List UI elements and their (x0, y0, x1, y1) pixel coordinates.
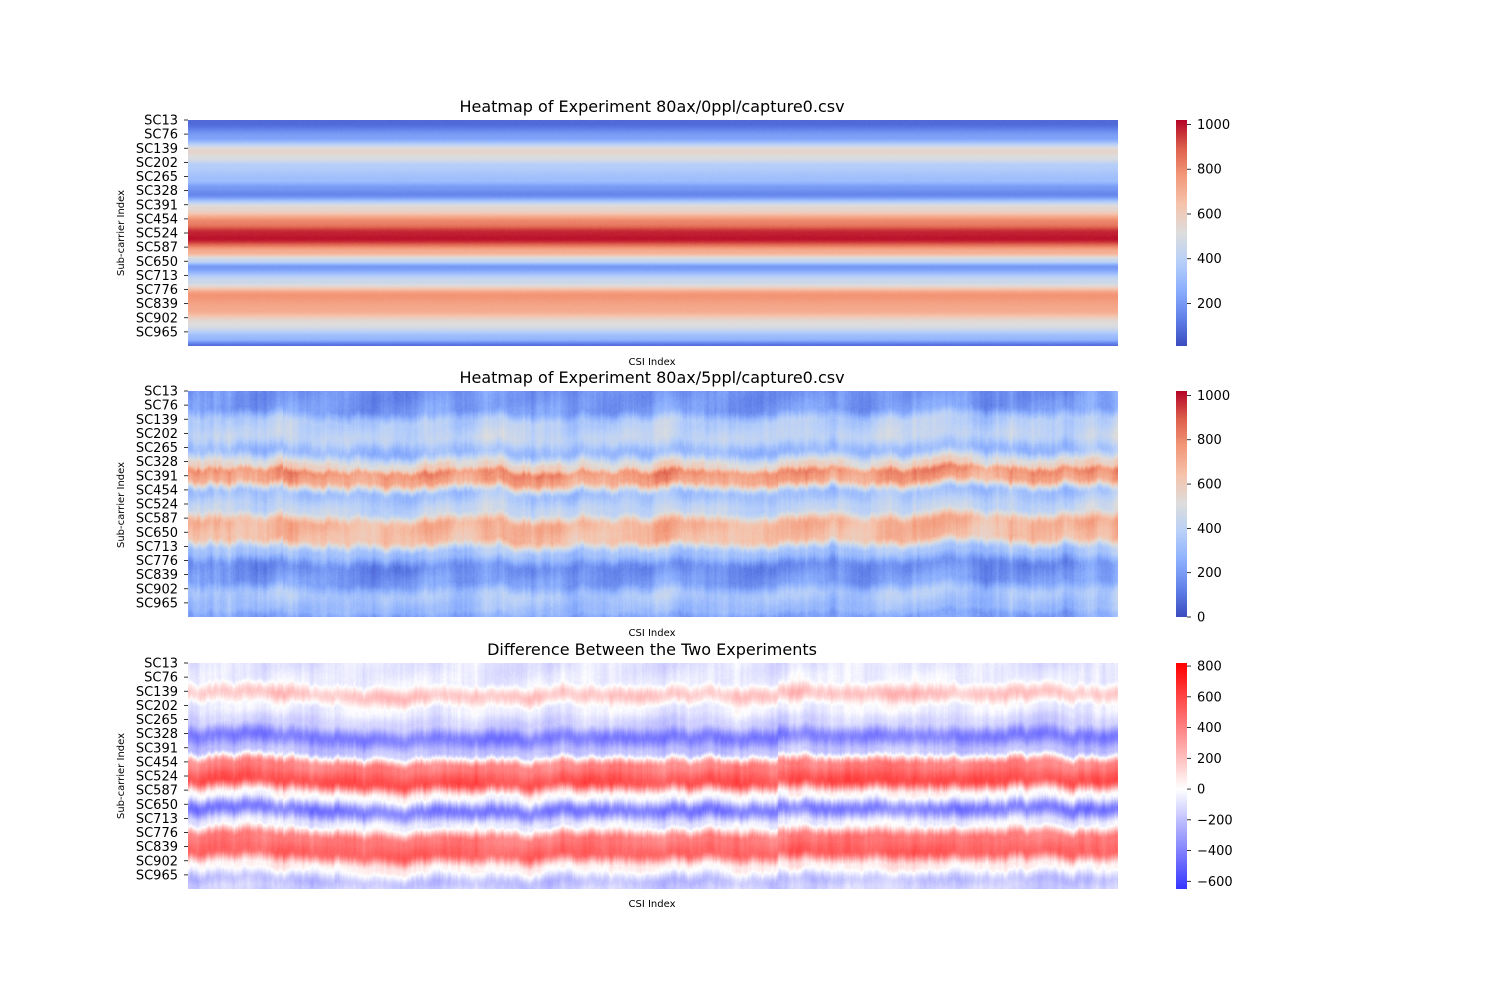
panel-2-colorbar (1176, 391, 1187, 617)
y-tick-label: SC839 (136, 568, 178, 583)
y-tick-label: SC328 (136, 184, 178, 199)
y-tick-label: SC454 (136, 755, 178, 770)
panel-1-xlabel: CSI Index (629, 357, 676, 368)
colorbar-tick-label: 200 (1197, 752, 1222, 767)
y-tick-label: SC328 (136, 455, 178, 470)
colorbar-tick-label: 800 (1197, 433, 1222, 448)
panel-2-ylabel: Sub-carrier Index (116, 462, 127, 548)
y-tick-label: SC776 (136, 554, 178, 569)
y-tick-label: SC650 (136, 798, 178, 813)
y-tick-label: SC391 (136, 741, 178, 756)
colorbar-tick-label: 400 (1197, 252, 1222, 267)
panel-2-xlabel: CSI Index (629, 628, 676, 639)
y-tick-label: SC713 (136, 812, 178, 827)
heatmap-panel-3: Difference Between the Two Experiments S… (116, 640, 1233, 910)
y-tick-label: SC587 (136, 241, 178, 256)
y-tick-label: SC139 (136, 142, 178, 157)
y-tick-label: SC965 (136, 596, 178, 611)
panel-1-colorbar-ticks: 1000 800 600 400 200 (1187, 118, 1230, 312)
colorbar-tick-label: 600 (1197, 478, 1222, 493)
y-tick-label: SC650 (136, 526, 178, 541)
colorbar-tick-label: 1000 (1197, 389, 1230, 404)
y-tick-label: SC650 (136, 255, 178, 270)
y-tick-label: SC13 (144, 385, 178, 400)
y-tick-label: SC902 (136, 582, 178, 597)
panel-2-heatmap-area (188, 391, 1118, 617)
y-tick-label: SC713 (136, 540, 178, 555)
panel-2-heatmap-canvas (188, 391, 1118, 617)
y-tick-label: SC391 (136, 469, 178, 484)
colorbar-tick-label: 1000 (1197, 118, 1230, 133)
panel-3-heatmap-canvas (188, 663, 1118, 889)
y-tick-label: SC454 (136, 212, 178, 227)
y-tick-label: SC839 (136, 297, 178, 312)
y-tick-label: SC76 (144, 128, 178, 143)
panel-2-title: Heatmap of Experiment 80ax/5ppl/capture0… (459, 368, 844, 387)
panel-3-colorbar-ticks: 800 600 400 200 0 −200 −400 −600 (1187, 660, 1233, 890)
panel-3-ylabel: Sub-carrier Index (116, 733, 127, 819)
colorbar-tick-label: 400 (1197, 522, 1222, 537)
y-tick-label: SC202 (136, 427, 178, 442)
colorbar-tick-label: −200 (1197, 813, 1233, 828)
y-tick-label: SC265 (136, 713, 178, 728)
colorbar-tick-label: 600 (1197, 207, 1222, 222)
y-tick-label: SC524 (136, 498, 178, 513)
y-tick-label: SC902 (136, 854, 178, 869)
colorbar-tick-label: 200 (1197, 297, 1222, 312)
panel-1-heatmap-area (188, 120, 1118, 346)
heatmap-panel-2: Heatmap of Experiment 80ax/5ppl/capture0… (116, 368, 1230, 639)
panel-3-xlabel: CSI Index (629, 899, 676, 910)
y-tick-label: SC713 (136, 269, 178, 284)
y-tick-label: SC265 (136, 170, 178, 185)
y-tick-label: SC587 (136, 784, 178, 799)
panel-1-ylabel: Sub-carrier Index (116, 190, 127, 276)
panel-1-heatmap-canvas (188, 120, 1118, 346)
panel-3-y-ticks: SC13SC76SC139SC202SC265SC328SC391SC454SC… (136, 657, 188, 883)
y-tick-label: SC139 (136, 685, 178, 700)
y-tick-label: SC265 (136, 441, 178, 456)
y-tick-label: SC965 (136, 868, 178, 883)
colorbar-tick-label: 800 (1197, 163, 1222, 178)
y-tick-label: SC76 (144, 399, 178, 414)
y-tick-label: SC202 (136, 156, 178, 171)
colorbar-tick-label: 200 (1197, 566, 1222, 581)
panel-1-colorbar (1176, 120, 1187, 346)
y-tick-label: SC139 (136, 413, 178, 428)
panel-1-y-ticks: SC13SC76SC139SC202SC265SC328SC391SC454SC… (136, 114, 188, 340)
panel-1-colorbar-canvas (1176, 120, 1187, 346)
y-tick-label: SC13 (144, 657, 178, 672)
panel-3-colorbar (1176, 663, 1187, 889)
y-tick-label: SC76 (144, 671, 178, 686)
panel-3-title: Difference Between the Two Experiments (487, 640, 817, 659)
colorbar-tick-label: 600 (1197, 690, 1222, 705)
panel-3-heatmap-area (188, 663, 1118, 889)
y-tick-label: SC776 (136, 826, 178, 841)
panel-3-colorbar-canvas (1176, 663, 1187, 889)
colorbar-tick-label: −400 (1197, 844, 1233, 859)
heatmap-panel-1: Heatmap of Experiment 80ax/0ppl/capture0… (116, 97, 1230, 368)
y-tick-label: SC391 (136, 198, 178, 213)
y-tick-label: SC202 (136, 699, 178, 714)
panel-2-colorbar-ticks: 1000 800 600 400 200 0 (1187, 389, 1230, 626)
y-tick-label: SC776 (136, 283, 178, 298)
panel-1-title: Heatmap of Experiment 80ax/0ppl/capture0… (459, 97, 844, 116)
panel-2-y-ticks: SC13SC76SC139SC202SC265SC328SC391SC454SC… (136, 385, 188, 611)
colorbar-tick-label: 0 (1197, 783, 1205, 798)
y-tick-label: SC454 (136, 483, 178, 498)
y-tick-label: SC839 (136, 840, 178, 855)
colorbar-tick-label: 0 (1197, 611, 1205, 626)
colorbar-tick-label: −600 (1197, 875, 1233, 890)
colorbar-tick-label: 400 (1197, 721, 1222, 736)
y-tick-label: SC328 (136, 727, 178, 742)
y-tick-label: SC902 (136, 311, 178, 326)
y-tick-label: SC587 (136, 512, 178, 527)
y-tick-label: SC524 (136, 770, 178, 785)
y-tick-label: SC13 (144, 114, 178, 129)
colorbar-tick-label: 800 (1197, 660, 1222, 675)
y-tick-label: SC524 (136, 227, 178, 242)
panel-2-colorbar-canvas (1176, 391, 1187, 617)
y-tick-label: SC965 (136, 325, 178, 340)
